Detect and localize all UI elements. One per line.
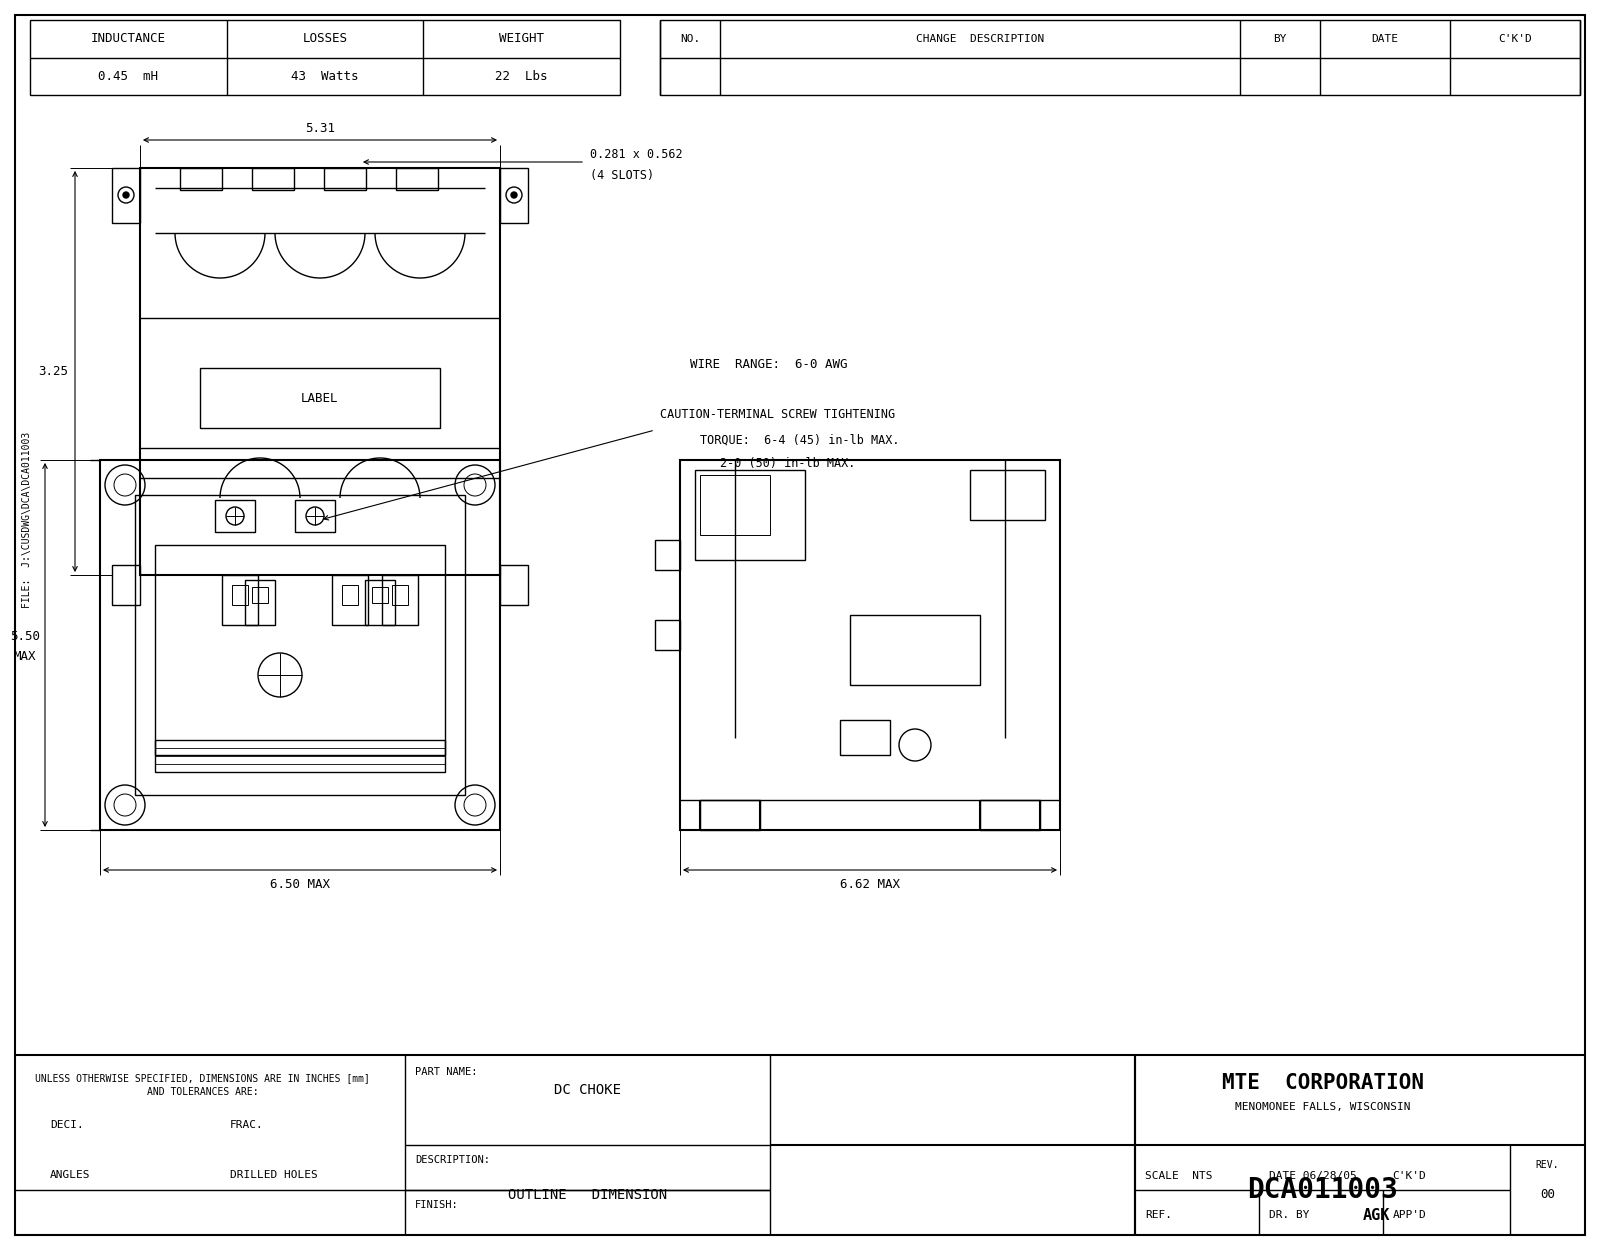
Bar xyxy=(371,588,387,602)
Text: CAUTION-TERMINAL SCREW TIGHTENING: CAUTION-TERMINAL SCREW TIGHTENING xyxy=(661,409,894,421)
Text: 22  Lbs: 22 Lbs xyxy=(496,70,547,82)
Bar xyxy=(979,800,1040,830)
Text: LABEL: LABEL xyxy=(301,391,339,405)
Text: MENOMONEE FALLS, WISCONSIN: MENOMONEE FALLS, WISCONSIN xyxy=(1235,1102,1410,1112)
Text: TORQUE:  6-4 (45) in-lb MAX.: TORQUE: 6-4 (45) in-lb MAX. xyxy=(701,434,899,446)
Bar xyxy=(654,540,680,570)
Bar xyxy=(661,20,1581,95)
Bar xyxy=(970,470,1045,520)
Text: 43  Watts: 43 Watts xyxy=(291,70,358,82)
Bar xyxy=(232,585,248,605)
Bar xyxy=(333,575,368,625)
Text: REV.: REV. xyxy=(1536,1160,1560,1170)
Bar xyxy=(499,168,528,222)
Text: 5.31: 5.31 xyxy=(306,121,334,135)
Bar xyxy=(155,740,445,772)
Text: AND TOLERANCES ARE:: AND TOLERANCES ARE: xyxy=(147,1088,258,1098)
Bar xyxy=(141,168,499,575)
Text: 6.62 MAX: 6.62 MAX xyxy=(840,878,899,890)
Text: DCA011003: DCA011003 xyxy=(1246,1176,1398,1204)
Bar xyxy=(134,495,466,795)
Text: WIRE  RANGE:  6-0 AWG: WIRE RANGE: 6-0 AWG xyxy=(690,359,848,371)
Text: 2-0 (50) in-lb MAX.: 2-0 (50) in-lb MAX. xyxy=(720,456,856,470)
Text: CHANGE  DESCRIPTION: CHANGE DESCRIPTION xyxy=(915,34,1045,44)
Bar xyxy=(294,500,334,532)
Bar xyxy=(200,368,440,428)
Bar xyxy=(680,460,1059,830)
Bar xyxy=(392,585,408,605)
Text: BY: BY xyxy=(1274,34,1286,44)
Text: REF.: REF. xyxy=(1146,1210,1171,1220)
Bar xyxy=(253,168,294,190)
Text: C'K'D: C'K'D xyxy=(1498,34,1531,44)
Text: 0.45  mH: 0.45 mH xyxy=(98,70,158,82)
Text: NO.: NO. xyxy=(680,34,701,44)
Text: DATE 06/28/05: DATE 06/28/05 xyxy=(1269,1171,1357,1181)
Text: DESCRIPTION:: DESCRIPTION: xyxy=(414,1155,490,1165)
Bar xyxy=(654,620,680,650)
Text: APP'D: APP'D xyxy=(1392,1210,1426,1220)
Text: UNLESS OTHERWISE SPECIFIED, DIMENSIONS ARE IN INCHES [mm]: UNLESS OTHERWISE SPECIFIED, DIMENSIONS A… xyxy=(35,1072,370,1082)
Bar xyxy=(840,720,890,755)
Text: MAX: MAX xyxy=(14,650,37,664)
Text: 3.25: 3.25 xyxy=(38,365,67,378)
Bar xyxy=(253,588,269,602)
Bar xyxy=(99,460,499,830)
Bar xyxy=(30,20,621,95)
Bar xyxy=(112,565,141,605)
Text: DC CHOKE: DC CHOKE xyxy=(554,1082,621,1098)
Text: DR. BY: DR. BY xyxy=(1269,1210,1309,1220)
Text: DECI.: DECI. xyxy=(50,1120,83,1130)
Bar xyxy=(382,575,418,625)
Text: 0.281 x 0.562: 0.281 x 0.562 xyxy=(590,149,683,161)
Text: (4 SLOTS): (4 SLOTS) xyxy=(590,169,654,181)
Bar xyxy=(850,615,979,685)
Text: DRILLED HOLES: DRILLED HOLES xyxy=(230,1170,318,1180)
Circle shape xyxy=(510,192,517,198)
Bar xyxy=(245,580,275,625)
Text: OUTLINE   DIMENSION: OUTLINE DIMENSION xyxy=(507,1188,667,1202)
Circle shape xyxy=(123,192,130,198)
Bar xyxy=(112,168,141,222)
Bar xyxy=(365,580,395,625)
Text: DATE: DATE xyxy=(1371,34,1398,44)
Bar xyxy=(397,168,438,190)
Text: PART NAME:: PART NAME: xyxy=(414,1068,477,1078)
Text: WEIGHT: WEIGHT xyxy=(499,32,544,45)
Text: FILE:  J:\CUSDWG\DCA\DCA011003: FILE: J:\CUSDWG\DCA\DCA011003 xyxy=(22,431,32,608)
Text: SCALE  NTS: SCALE NTS xyxy=(1146,1171,1213,1181)
Text: MTE  CORPORATION: MTE CORPORATION xyxy=(1221,1072,1424,1092)
Bar xyxy=(694,470,805,560)
Text: C'K'D: C'K'D xyxy=(1392,1171,1426,1181)
Text: FINISH:: FINISH: xyxy=(414,1200,459,1210)
Bar xyxy=(214,500,254,532)
Bar xyxy=(222,575,258,625)
Text: 5.50: 5.50 xyxy=(10,630,40,644)
Bar xyxy=(155,545,445,755)
Bar xyxy=(342,585,358,605)
Text: FRAC.: FRAC. xyxy=(230,1120,264,1130)
Text: 6.50 MAX: 6.50 MAX xyxy=(270,878,330,890)
Bar xyxy=(499,565,528,605)
Text: 00: 00 xyxy=(1539,1189,1555,1201)
Bar xyxy=(179,168,222,190)
Bar xyxy=(323,168,366,190)
Bar xyxy=(701,800,760,830)
Text: ANGLES: ANGLES xyxy=(50,1170,91,1180)
Text: LOSSES: LOSSES xyxy=(302,32,347,45)
Text: AGK: AGK xyxy=(1363,1208,1390,1222)
Bar xyxy=(701,475,770,535)
Text: INDUCTANCE: INDUCTANCE xyxy=(91,32,166,45)
